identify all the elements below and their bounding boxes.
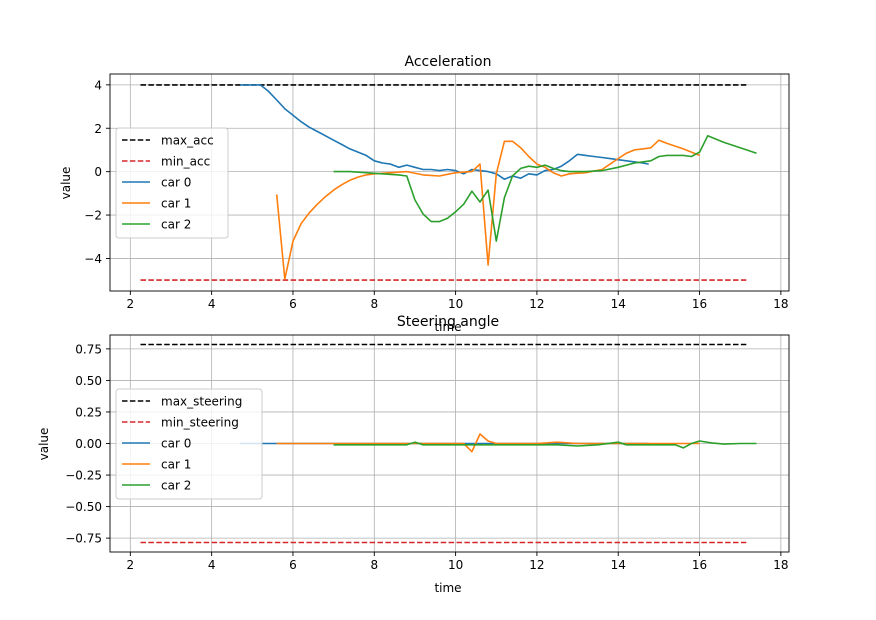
steering-ytick-label: −0.25	[65, 469, 102, 483]
steering-panel: 2 4 6 8 10 12 14 16 18 −0.75 −0.50 −0.25 0.00 0.25 0.5…	[37, 314, 790, 595]
steering-title: Steering angle	[397, 314, 499, 330]
steering-xtick-label: 12	[529, 558, 544, 572]
steering-series-group	[140, 343, 757, 544]
acceleration-xtick-label: 4	[208, 297, 216, 311]
steering-xtick-label: 14	[611, 558, 626, 572]
acceleration-ytick-label: 2	[94, 122, 102, 136]
steering-ytick-label: −0.75	[65, 532, 102, 546]
acceleration-axes-frame	[109, 73, 790, 292]
steering-plot-area: 2 4 6 8 10 12 14 16 18 −0.75 −0.50 −0.25 0.00 0.25 0.5…	[65, 334, 790, 572]
acceleration-series-car-0	[240, 84, 649, 180]
acceleration-legend-box	[115, 127, 229, 239]
acceleration-xtick-label: 10	[448, 297, 463, 311]
acceleration-xtick-label: 8	[370, 297, 378, 311]
acceleration-legend-label: min_acc	[161, 155, 210, 169]
acceleration-legend-label: max_acc	[161, 134, 214, 148]
steering-legend-label: min_steering	[161, 416, 239, 430]
steering-ytick-label: 0.25	[75, 405, 102, 419]
acceleration-ytick-label: −2	[84, 209, 102, 223]
steering-ytick-label: 0.50	[75, 374, 102, 388]
steering-xtick-label: 6	[289, 558, 297, 572]
acceleration-plot-area: 2 4 6 8 10 12 14 16 18 −4 −2 0 2 4	[84, 73, 790, 311]
steering-ytick-label: 0.75	[75, 342, 102, 356]
acceleration-xtick-label: 16	[692, 297, 707, 311]
acceleration-xtick-label: 14	[611, 297, 626, 311]
acceleration-ytick-label: 4	[94, 78, 102, 92]
acceleration-xtick-label: 6	[289, 297, 297, 311]
acceleration-xtick-label: 2	[127, 297, 135, 311]
acceleration-series-car-2	[333, 135, 757, 242]
steering-legend-label: car 0	[161, 437, 191, 451]
steering-legend-label: car 2	[161, 479, 191, 493]
acceleration-series-car-1	[275, 139, 700, 280]
steering-xtick-label: 8	[370, 558, 378, 572]
steering-legend-label: car 1	[161, 458, 191, 472]
steering-ylabel: value	[37, 428, 51, 461]
steering-ytick-label: −0.50	[65, 500, 102, 514]
steering-legend-box	[115, 388, 263, 500]
steering-xtick-label: 10	[448, 558, 463, 572]
acceleration-title: Acceleration	[405, 54, 492, 70]
steering-ytick-label: 0.00	[75, 437, 102, 451]
steering-xtick-label: 18	[773, 558, 788, 572]
steering-series-car-2	[333, 440, 757, 449]
acceleration-ytick-label: −4	[84, 252, 102, 266]
steering-xtick-label: 2	[127, 558, 135, 572]
steering-xlabel: time	[434, 581, 461, 595]
acceleration-xtick-label: 18	[773, 297, 788, 311]
acceleration-ylabel: value	[59, 167, 73, 200]
acceleration-legend-label: car 0	[161, 176, 191, 190]
steering-legend-label: max_steering	[161, 395, 242, 409]
acceleration-ytick-label: 0	[94, 165, 102, 179]
acceleration-xtick-label: 12	[529, 297, 544, 311]
acceleration-xlabel: time	[434, 320, 461, 334]
steering-xtick-label: 16	[692, 558, 707, 572]
acceleration-legend-label: car 2	[161, 218, 191, 232]
steering-series-car-1	[276, 433, 700, 453]
steering-xtick-label: 4	[208, 558, 216, 572]
acceleration-legend-label: car 1	[161, 197, 191, 211]
acceleration-series-group	[140, 84, 757, 281]
